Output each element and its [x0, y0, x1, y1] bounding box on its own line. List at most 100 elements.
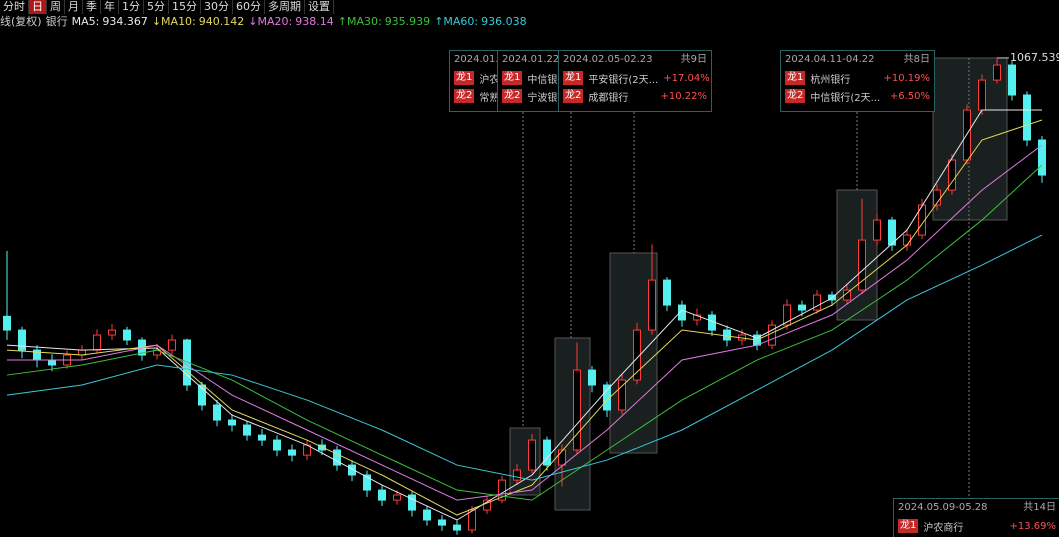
- leader-row: 龙2 成都银行 +10.22%: [559, 87, 711, 105]
- toolbar-tab[interactable]: 年: [101, 0, 119, 14]
- ma-line: [6, 234, 1043, 481]
- ma-line: [6, 164, 1043, 501]
- period-days: 共8日: [903, 54, 930, 65]
- period-zone: [554, 337, 591, 511]
- candle-body: [498, 479, 506, 501]
- leader-row: 龙2 中信银行(2天... +6.50%: [781, 87, 934, 105]
- toolbar: 分时日周月季年 1分 5分 15分 30分 60分 多周期 设置: [0, 0, 334, 14]
- max-label: 1067.539: [1010, 51, 1059, 64]
- candle-body: [273, 439, 281, 451]
- period-days: 共9日: [680, 54, 707, 65]
- candle-body: [663, 279, 671, 306]
- candle-body: [168, 339, 176, 351]
- toolbar-tab[interactable]: 设置: [305, 0, 334, 14]
- candle-body: [393, 494, 401, 501]
- period-range: 2024.01.1: [454, 54, 503, 65]
- legend-trend: ↓: [151, 15, 162, 28]
- leader-tag: 龙1: [785, 71, 806, 85]
- leader-gain: +10.19%: [883, 72, 930, 84]
- leader-tag: 龙1: [898, 519, 919, 533]
- toolbar-tab[interactable]: 季: [83, 0, 101, 14]
- candle-body: [48, 359, 56, 366]
- candle-body: [603, 384, 611, 411]
- leader-row: 龙1 平安银行(2天... +17.04%: [559, 69, 711, 87]
- period-header: 2024.05.09-05.28 共14日: [894, 499, 1059, 517]
- leader-tag: 龙1: [454, 71, 475, 85]
- leader-tag: 龙2: [502, 89, 523, 103]
- legend-value: 935.939: [384, 15, 431, 28]
- leader-name: 杭州银行: [810, 74, 851, 86]
- leader-name: 成都银行: [588, 92, 629, 104]
- period-header: 2024.01.22-0: [498, 51, 561, 69]
- legend-value: 934.367: [102, 15, 148, 28]
- candle-body: [813, 294, 821, 311]
- candle-body: [588, 369, 596, 386]
- toolbar-tab[interactable]: 30分: [201, 0, 233, 14]
- toolbar-tab[interactable]: 日: [29, 0, 47, 14]
- candle-body: [993, 64, 1001, 81]
- legend-name: MA10: [161, 15, 196, 28]
- legend-entry: ↓MA10940.142: [152, 15, 244, 29]
- legend-value: 940.142: [198, 15, 245, 28]
- toolbar-tab[interactable]: 分时: [0, 0, 29, 14]
- toolbar-tab[interactable]: 周: [47, 0, 65, 14]
- ma-line: [6, 109, 1042, 521]
- legend-entry: ↑MA30935.939: [338, 15, 430, 29]
- candle-body: [93, 334, 101, 351]
- leader-name: 平安银行(2天...: [588, 74, 659, 86]
- period-box: 2024.04.11-04.22 共8日 龙1 杭州银行 +10.19% 龙2 中信银行(2…: [780, 50, 935, 112]
- candle-body: [573, 369, 581, 451]
- legend-value: 938.14: [295, 15, 334, 28]
- candle-body: [798, 304, 806, 311]
- indicator-header: 线(复权) 银行 MA5934.367↓MA10940.142↓MA20938.…: [0, 15, 527, 29]
- period-header: 2024.02.05-02.23 共9日: [559, 51, 711, 69]
- candle-body: [243, 424, 251, 436]
- candle-body: [903, 234, 911, 246]
- leader-tag: 龙1: [563, 71, 584, 85]
- legend-trend: ↓: [248, 15, 258, 28]
- leader-gain: +6.50%: [889, 90, 930, 102]
- candle-body: [288, 449, 296, 456]
- leader-row: 龙1 杭州银行 +10.19%: [781, 69, 934, 87]
- leader-name: 常熟: [479, 92, 500, 104]
- legend-trend: ↑: [434, 15, 444, 28]
- candle-body: [438, 519, 446, 526]
- candle-body: [1008, 64, 1016, 96]
- candle-body: [18, 329, 26, 351]
- legend-name: MA30: [347, 15, 382, 28]
- toolbar-tab[interactable]: 15分: [169, 0, 201, 14]
- candle-body: [558, 449, 566, 466]
- leader-name: 沪农: [479, 74, 500, 86]
- leader-name: 中信银行(2天...: [810, 92, 881, 104]
- period-zone: [836, 189, 878, 321]
- candle-body: [213, 404, 221, 421]
- candle-body: [1023, 94, 1031, 141]
- toolbar-tab[interactable]: 多周期: [265, 0, 305, 14]
- period-box: 2024.02.05-02.23 共9日 龙1 平安银行(2天... +17.04% 龙2…: [558, 50, 712, 112]
- leader-row: 龙1 沪农商行 +13.69%: [894, 517, 1059, 535]
- ma-line: [7, 144, 1043, 501]
- leader-tag: 龙2: [454, 89, 475, 103]
- legend-value: 936.038: [481, 15, 527, 28]
- candle-body: [858, 239, 866, 291]
- period-box: 2024.01.1 龙1 沪农 龙2 常熟: [449, 50, 503, 112]
- candle-body: [408, 494, 416, 511]
- period-range: 2024.02.05-02.23: [563, 54, 653, 65]
- legend-trend: ↑: [337, 15, 347, 28]
- toolbar-tab[interactable]: 5分: [144, 0, 169, 14]
- candle-body: [258, 434, 266, 441]
- candle-body: [513, 469, 521, 481]
- legend-name: MA5: [72, 15, 100, 28]
- candle-body: [678, 304, 686, 321]
- toolbar-tab[interactable]: 月: [65, 0, 83, 14]
- leader-row: 龙1 沪农: [450, 69, 502, 87]
- candle-body: [468, 509, 476, 531]
- candle-body: [423, 509, 431, 521]
- toolbar-tab[interactable]: 60分: [233, 0, 265, 14]
- period-box: 2024.01.22-0 龙1 中信银行龙2 宁波银行: [497, 50, 562, 112]
- candle-body: [948, 159, 956, 191]
- leader-row: 龙2 宁波银行: [498, 87, 561, 105]
- toolbar-tab[interactable]: 1分: [119, 0, 144, 14]
- ma-line: [6, 119, 1043, 516]
- candle-body: [483, 499, 491, 511]
